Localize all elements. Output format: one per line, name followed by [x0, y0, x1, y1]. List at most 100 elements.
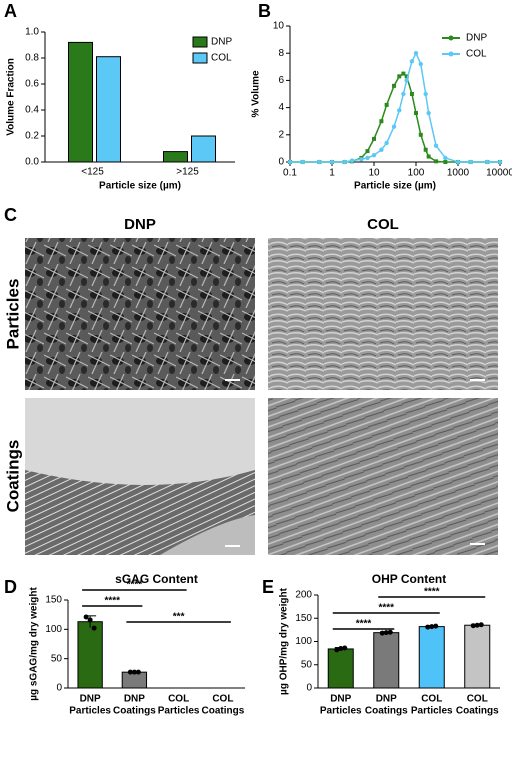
x-tick-label: COL — [467, 694, 488, 705]
marker — [468, 159, 473, 165]
bar — [464, 624, 491, 689]
data-point — [338, 645, 344, 651]
significance-label: **** — [424, 587, 440, 598]
x-tick-label: COL — [212, 694, 233, 705]
column-header: COL — [367, 216, 399, 233]
line — [290, 51, 500, 163]
x-tick-label: COL — [421, 694, 442, 705]
y-tick-label: 0.8 — [25, 53, 39, 64]
x-tick-label: COL — [168, 694, 189, 705]
data-point — [383, 630, 389, 636]
marker — [397, 74, 402, 79]
data-point — [433, 623, 439, 629]
marker — [401, 71, 406, 76]
marker — [418, 61, 423, 67]
legend-swatch — [448, 51, 454, 57]
x-tick-label: DNP — [80, 694, 101, 705]
y-tick-label: 8 — [278, 48, 284, 59]
legend-swatch — [192, 52, 208, 64]
chart-title: sGAG Content — [115, 572, 198, 586]
significance-label: *** — [173, 612, 185, 623]
legend-label: COL — [211, 53, 232, 64]
marker — [485, 159, 490, 165]
y-tick-label: 10 — [273, 21, 285, 32]
x-tick-label: DNP — [124, 694, 145, 705]
y-axis-label: µg sGAG/mg dry weight — [29, 587, 40, 701]
bar — [327, 648, 354, 689]
data-point — [87, 617, 93, 623]
x-tick-label: Coatings — [201, 706, 244, 717]
significance-label: **** — [104, 596, 120, 607]
marker — [384, 140, 389, 146]
marker — [392, 83, 397, 88]
y-tick-label: 50 — [301, 659, 313, 670]
x-tick-label: 10 — [368, 168, 380, 179]
marker — [349, 158, 355, 163]
marker — [418, 132, 423, 137]
marker — [443, 160, 448, 164]
marker — [300, 159, 305, 165]
panel-letter: B — [258, 1, 271, 21]
x-axis-label: Particle size (µm) — [354, 181, 436, 192]
marker — [365, 155, 370, 161]
significance-label: **** — [378, 603, 394, 614]
marker — [379, 147, 384, 152]
marker — [371, 153, 377, 158]
marker — [404, 74, 409, 79]
marker — [287, 159, 293, 165]
bar — [77, 621, 103, 689]
y-tick-label: 100 — [45, 624, 62, 635]
marker — [497, 159, 503, 165]
marker — [384, 102, 389, 107]
marker — [455, 159, 461, 165]
panel-letter: C — [4, 205, 17, 225]
marker — [426, 154, 431, 159]
bar — [418, 626, 445, 689]
data-point — [135, 669, 141, 675]
data-point — [429, 624, 435, 630]
sem-image — [268, 398, 498, 555]
y-tick-label: 200 — [295, 590, 312, 601]
marker — [426, 110, 431, 116]
data-point — [127, 669, 133, 675]
y-axis-label: Volume Fraction — [6, 58, 17, 136]
significance-label: **** — [356, 619, 372, 630]
marker — [434, 159, 439, 164]
y-tick-label: 0 — [56, 683, 62, 694]
marker — [391, 124, 397, 129]
marker — [365, 149, 370, 154]
marker — [413, 51, 419, 56]
data-point — [474, 622, 480, 628]
x-tick-label: Particles — [320, 706, 362, 717]
x-tick-label: Coatings — [365, 706, 408, 717]
data-point — [334, 647, 340, 653]
sem-image — [25, 238, 255, 390]
row-header: Coatings — [3, 440, 22, 513]
x-tick-label: Coatings — [113, 706, 156, 717]
y-tick-label: 100 — [295, 636, 312, 647]
y-tick-label: 0.4 — [25, 105, 39, 116]
x-tick-label: 1000 — [447, 168, 470, 179]
data-point — [425, 624, 431, 630]
significance-label: **** — [127, 580, 143, 591]
legend-label: DNP — [211, 37, 232, 48]
marker — [409, 92, 414, 96]
x-tick-label: Coatings — [456, 706, 499, 717]
x-axis-label: Particle size (µm) — [99, 181, 181, 192]
y-tick-label: 50 — [51, 653, 63, 664]
marker — [329, 159, 335, 165]
legend-swatch — [192, 36, 208, 48]
data-point — [379, 630, 385, 636]
marker — [359, 157, 364, 162]
data-point — [470, 623, 476, 629]
data-point — [91, 625, 97, 631]
y-tick-label: 4 — [278, 102, 284, 113]
sem-image — [25, 398, 255, 555]
panel-c: C DNP COL Particles Coatings — [3, 205, 498, 555]
y-tick-label: 0.6 — [25, 79, 39, 90]
marker — [397, 108, 402, 113]
legend-label: DNP — [466, 33, 487, 44]
x-tick-label: Particles — [69, 706, 111, 717]
column-header: DNP — [124, 216, 156, 233]
